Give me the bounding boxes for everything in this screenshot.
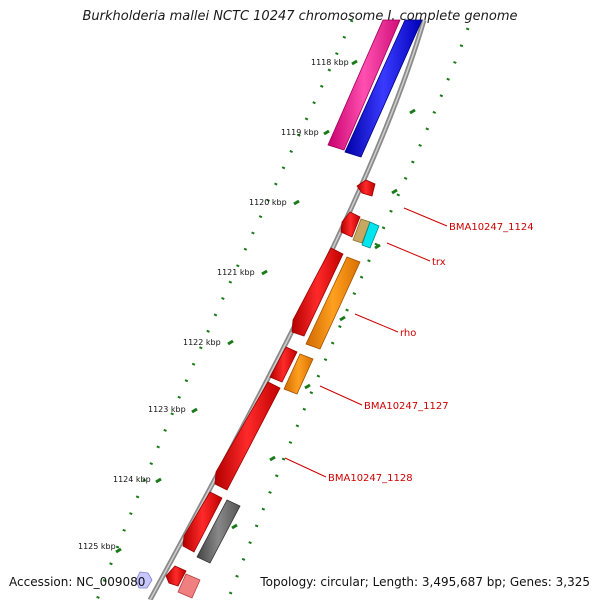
tick-mark [391, 188, 398, 195]
tick-mark [269, 455, 276, 462]
gene-labels: BMA10247_1124 trx rho BMA10247_1127 BMA1… [328, 222, 534, 484]
gene-gray[interactable] [196, 499, 241, 564]
tick-labels: 1118 kbp 1119 kbp 1120 kbp 1121 kbp 1122… [78, 58, 349, 551]
gene-tan[interactable] [352, 218, 371, 244]
gene-red[interactable] [165, 565, 187, 587]
leader-line [403, 207, 448, 227]
gene-magenta[interactable] [327, 19, 401, 151]
forward-strand-genes [165, 19, 423, 587]
gene-label[interactable]: BMA10247_1128 [328, 473, 413, 484]
gene-red[interactable] [269, 346, 298, 383]
outer-dotted-track [226, 27, 470, 600]
leader-line [354, 313, 399, 333]
tick-mark [351, 59, 358, 66]
tick-label: 1121 kbp [217, 268, 255, 277]
tick-mark [293, 199, 300, 206]
topology-text: Topology: circular; Length: 3,495,687 bp… [260, 575, 590, 589]
tick-mark [323, 129, 330, 136]
tick-mark [304, 383, 311, 390]
gene-lavender[interactable] [135, 571, 153, 589]
leader-line [284, 457, 327, 478]
tick-label: 1125 kbp [78, 542, 116, 551]
tick-mark [339, 315, 346, 322]
tick-label: 1124 kbp [113, 475, 151, 484]
gene-red[interactable] [291, 247, 344, 337]
gene-label[interactable]: rho [400, 328, 416, 339]
tick-label: 1118 kbp [311, 58, 349, 67]
gene-red[interactable] [356, 179, 376, 197]
gene-label[interactable]: trx [432, 257, 446, 268]
tick-label: 1123 kbp [148, 405, 186, 414]
gene-label[interactable]: BMA10247_1127 [364, 401, 449, 412]
leader-line [386, 242, 431, 262]
tick-label: 1119 kbp [281, 128, 319, 137]
tick-mark [115, 547, 122, 554]
tick-mark [191, 407, 198, 414]
tick-label: 1120 kbp [249, 198, 287, 207]
gene-orange[interactable] [283, 353, 314, 395]
gene-orange[interactable] [305, 256, 361, 350]
reverse-strand-genes [135, 218, 380, 599]
tick-mark [231, 523, 238, 530]
tick-mark [409, 108, 416, 115]
gene-red[interactable] [182, 491, 223, 553]
label-leaders [284, 207, 448, 478]
tick-mark [261, 269, 268, 276]
accession-text: Accession: NC_009080 [9, 575, 146, 589]
gene-red[interactable] [340, 211, 361, 238]
leader-line [319, 385, 363, 406]
gene-label[interactable]: BMA10247_1124 [449, 222, 534, 233]
gene-cyan[interactable] [361, 221, 380, 249]
tick-mark [227, 339, 234, 346]
tick-label: 1122 kbp [183, 338, 221, 347]
tick-marks [115, 59, 416, 554]
gene-blue[interactable] [344, 19, 423, 158]
gene-red[interactable] [214, 381, 281, 491]
gene-pink[interactable] [177, 573, 201, 599]
tick-mark [374, 243, 381, 250]
tick-mark [155, 477, 162, 484]
